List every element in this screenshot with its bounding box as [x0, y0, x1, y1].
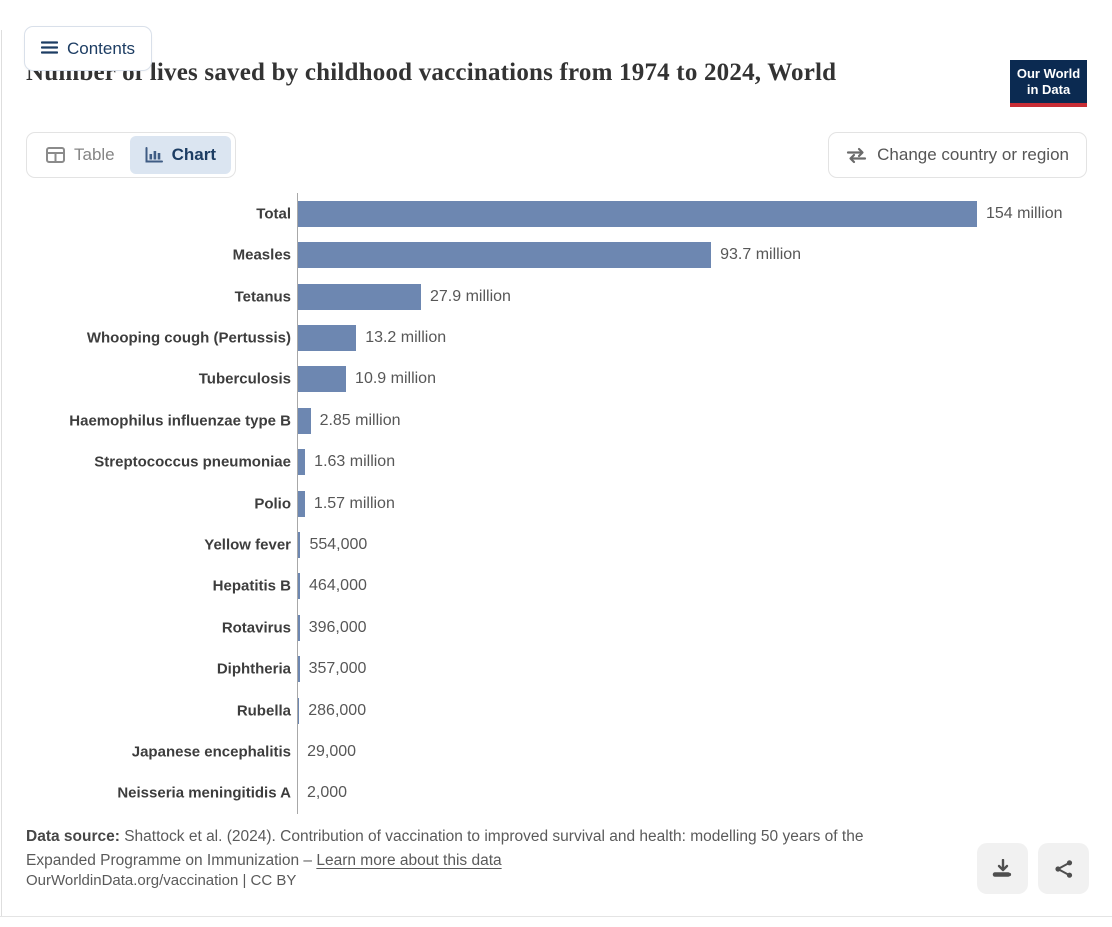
value-label: 29,000: [307, 742, 357, 760]
category-label: Yellow fever: [204, 536, 291, 554]
value-label: 2.85 million: [319, 411, 401, 429]
bar[interactable]: [298, 324, 357, 351]
swap-arrows-icon: [846, 147, 867, 164]
bar[interactable]: [298, 200, 977, 227]
bar-row: Measles 93.7 million: [233, 234, 977, 275]
bar-row: Yellow fever 554,000: [204, 524, 977, 565]
change-country-button[interactable]: Change country or region: [828, 132, 1087, 178]
bar-row: Polio 1.57 million: [254, 483, 977, 524]
category-label: Diphtheria: [216, 660, 291, 678]
bar-row: Japanese encephalitis 29,000: [132, 731, 977, 772]
tab-chart[interactable]: Chart: [129, 136, 232, 174]
page-title: Number of lives saved by childhood vacci…: [26, 59, 837, 86]
data-source-label: Data source:: [26, 828, 120, 845]
bar-row: Streptococcus pneumoniae 1.63 million: [94, 441, 977, 482]
owid-logo-red-bar: [1010, 103, 1087, 107]
bar-row: Haemophilus influenzae type B 2.85 millio…: [69, 400, 977, 441]
share-icon: [1054, 859, 1074, 879]
bar-row: Tetanus 27.9 million: [235, 276, 977, 317]
category-label: Rubella: [236, 702, 291, 720]
bar-row: Diphtheria 357,000: [217, 648, 977, 689]
category-label: Haemophilus influenzae type B: [69, 412, 291, 430]
data-source-text: Data source: Shattock et al. (2024). Con…: [26, 828, 864, 869]
value-label: 464,000: [309, 577, 367, 595]
value-label: 27.9 million: [430, 287, 511, 305]
bar-row: Tuberculosis 10.9 million: [199, 359, 977, 400]
value-label: 1.57 million: [313, 494, 395, 512]
bar[interactable]: [298, 366, 347, 393]
bar-chart-icon: [145, 147, 163, 163]
value-label: 154 million: [986, 204, 1063, 222]
bar-row: Total 154 million: [256, 193, 1062, 234]
table-icon: [46, 147, 65, 163]
contents-button-label: Contents: [67, 38, 136, 58]
category-label: Tuberculosis: [198, 370, 291, 388]
bar[interactable]: [298, 531, 301, 558]
bar-row: Rubella 286,000: [237, 690, 977, 731]
change-country-label: Change country or region: [877, 145, 1069, 164]
attribution-text: OurWorldinData.org/vaccination | CC BY: [26, 872, 297, 889]
bar-row: Whooping cough (Pertussis) 13.2 million: [87, 317, 977, 358]
bar-row: Neisseria meningitidis A 2,000: [117, 773, 977, 814]
download-icon: [992, 858, 1014, 879]
bar[interactable]: [298, 573, 301, 600]
bar[interactable]: [298, 490, 305, 517]
bar[interactable]: [298, 242, 712, 269]
bar[interactable]: [298, 697, 300, 724]
category-label: Total: [256, 205, 291, 223]
bar[interactable]: [298, 407, 311, 434]
view-tab-group: Table Chart: [26, 132, 237, 178]
bottom-divider: [0, 916, 1112, 917]
tab-table[interactable]: Table: [31, 136, 130, 174]
category-label: Whooping cough (Pertussis): [86, 329, 291, 347]
download-button[interactable]: [977, 843, 1028, 894]
value-label: 10.9 million: [355, 370, 436, 388]
value-label: 13.2 million: [365, 328, 447, 346]
share-button[interactable]: [1038, 843, 1089, 894]
bar[interactable]: [298, 614, 300, 641]
tab-chart-label: Chart: [171, 145, 217, 164]
category-label: Polio: [254, 495, 291, 513]
bar[interactable]: [298, 449, 306, 476]
bar[interactable]: [298, 283, 421, 310]
value-label: 286,000: [308, 701, 367, 719]
category-label: Measles: [232, 246, 291, 264]
category-label: Rotavirus: [221, 619, 291, 637]
value-label: 396,000: [308, 618, 367, 636]
contents-button[interactable]: Contents: [24, 26, 153, 71]
category-label: Hepatitis B: [212, 577, 291, 595]
left-divider: [1, 30, 2, 917]
value-label: 1.63 million: [314, 453, 396, 471]
category-label: Tetanus: [234, 288, 291, 306]
bar-row: Hepatitis B 464,000: [213, 566, 977, 607]
value-label: 93.7 million: [720, 246, 802, 264]
bar-row: Rotavirus 396,000: [222, 607, 977, 648]
owid-logo-text: Our World in Data: [1010, 60, 1087, 103]
category-label: Neisseria meningitidis A: [117, 784, 291, 802]
tab-table-label: Table: [74, 145, 115, 164]
value-label: 357,000: [308, 660, 367, 678]
owid-logo[interactable]: Our World in Data: [1010, 60, 1087, 107]
bar-chart: Total 154 million Measles 93.7 million Tetan…: [69, 193, 1062, 814]
value-label: 2,000: [307, 784, 348, 802]
value-label: 554,000: [309, 535, 368, 553]
hamburger-icon: [40, 39, 59, 59]
learn-more-link[interactable]: Learn more about this data: [316, 851, 502, 869]
bar[interactable]: [298, 656, 300, 683]
category-label: Japanese encephalitis: [131, 743, 291, 761]
category-label: Streptococcus pneumoniae: [94, 453, 291, 471]
